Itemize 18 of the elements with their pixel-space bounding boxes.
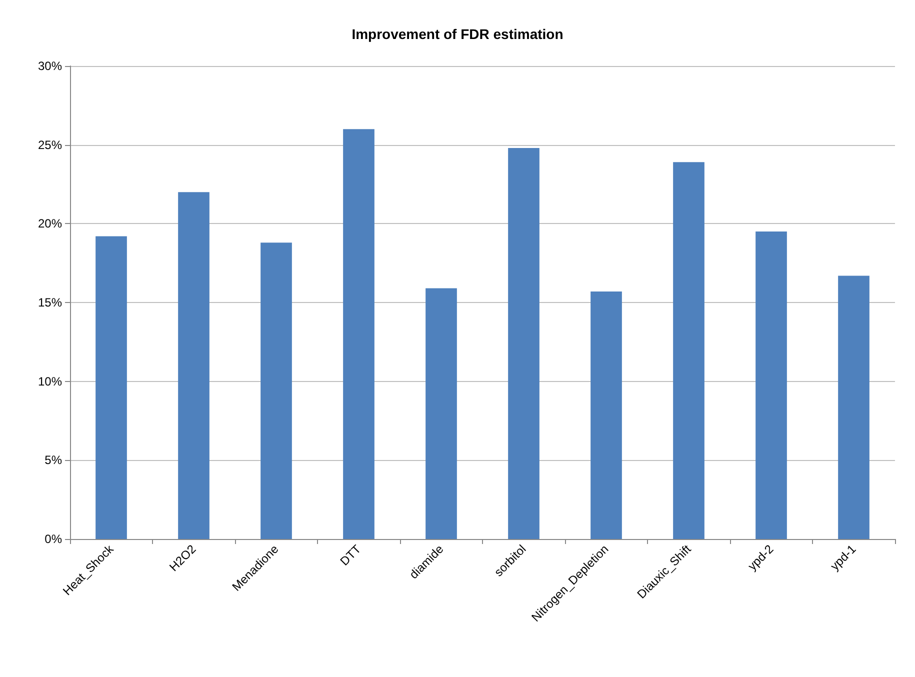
- y-tick-label: 25%: [38, 138, 62, 152]
- y-tick-label: 5%: [44, 453, 62, 468]
- chart-title: Improvement of FDR estimation: [352, 26, 564, 42]
- y-tick-label: 0%: [44, 532, 62, 546]
- y-tick-label: 10%: [38, 374, 62, 388]
- bar: [590, 291, 622, 539]
- bar: [178, 192, 210, 539]
- bar: [343, 129, 374, 539]
- bar: [673, 162, 704, 539]
- bar: [508, 148, 540, 539]
- y-tick-label: 15%: [38, 296, 62, 310]
- bar: [260, 242, 292, 539]
- y-tick-label: 20%: [38, 216, 62, 231]
- bar: [96, 236, 127, 539]
- bar: [426, 288, 457, 539]
- bar: [838, 276, 870, 539]
- bar: [756, 232, 787, 539]
- y-tick-label: 30%: [38, 59, 62, 73]
